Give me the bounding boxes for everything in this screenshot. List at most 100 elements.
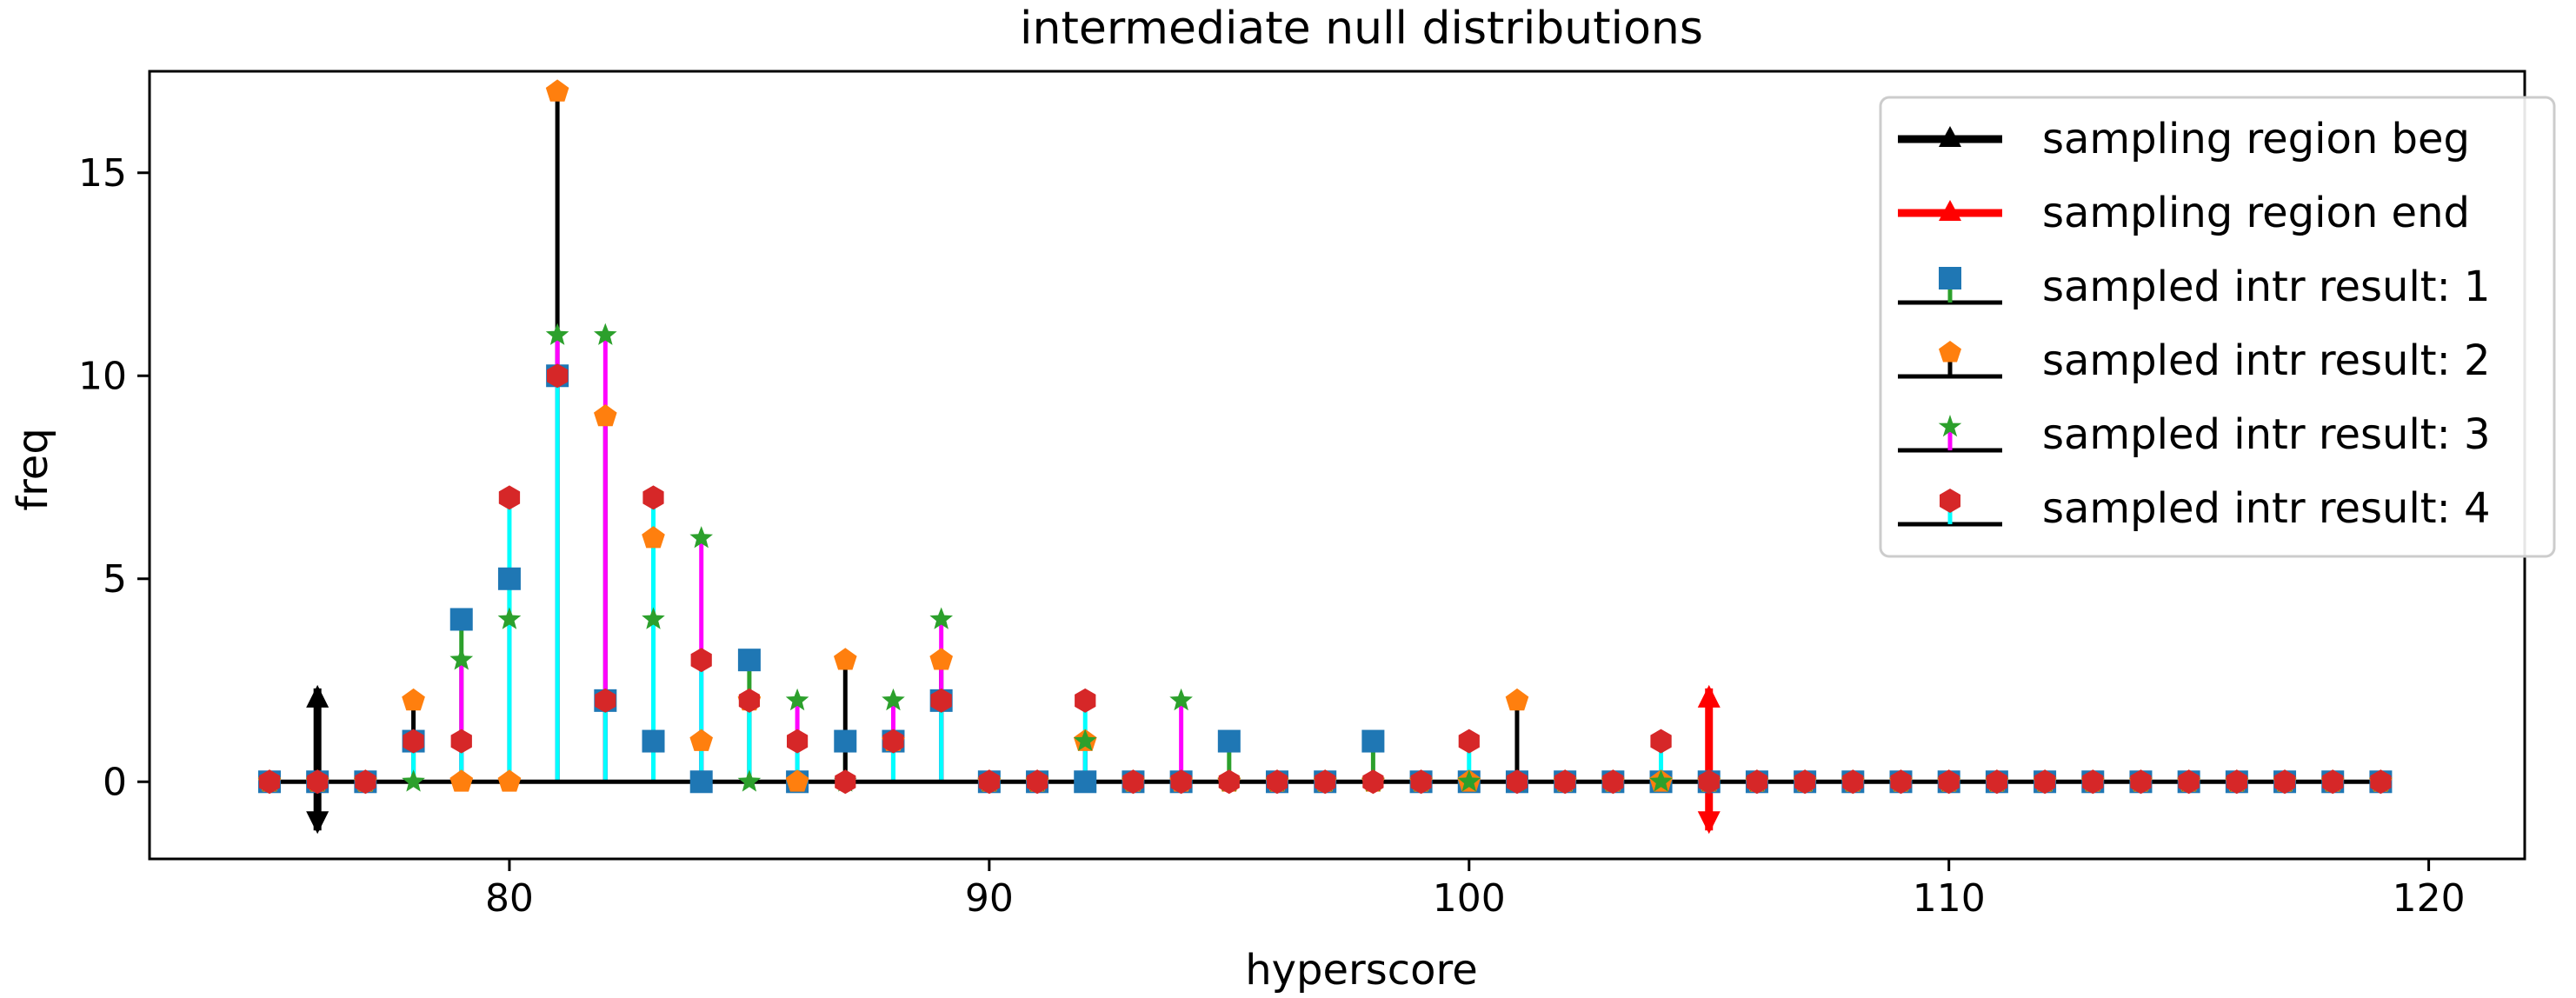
data-point-series-4 xyxy=(2322,769,2344,795)
y-tick-label: 15 xyxy=(78,151,127,196)
legend-star-marker-icon xyxy=(1938,415,1962,437)
data-point-series-1 xyxy=(1217,729,1241,753)
data-point-series-4 xyxy=(547,363,569,389)
data-point-series-4 xyxy=(258,769,281,795)
data-point-series-2 xyxy=(497,769,522,792)
data-point-series-4 xyxy=(1026,769,1048,795)
data-point-series-1 xyxy=(1361,729,1385,753)
data-point-series-4 xyxy=(595,688,616,713)
y-tick-label: 5 xyxy=(103,557,127,602)
legend-hexagon-marker-icon xyxy=(1940,489,1960,513)
legend-label: sampled intr result: 4 xyxy=(2042,484,2491,533)
data-point-series-4 xyxy=(1650,729,1672,754)
data-point-series-4 xyxy=(1842,769,1864,795)
chart-title: intermediate null distributions xyxy=(1020,3,1703,55)
data-point-series-4 xyxy=(498,485,521,510)
legend-entry-series-2: sampled intr result: 2 xyxy=(1898,336,2491,385)
data-point-series-1 xyxy=(834,729,857,753)
data-point-series-4 xyxy=(1698,769,1720,795)
data-point-series-4 xyxy=(642,485,664,510)
data-point-series-4 xyxy=(1458,729,1480,754)
data-point-series-2 xyxy=(785,769,809,792)
data-point-series-4 xyxy=(1746,769,1768,795)
data-point-series-3 xyxy=(689,526,713,549)
data-point-series-4 xyxy=(882,729,904,754)
data-point-series-4 xyxy=(690,648,712,673)
data-point-series-4 xyxy=(1410,769,1432,795)
data-point-series-4 xyxy=(1506,769,1528,795)
data-point-series-4 xyxy=(450,729,472,754)
data-point-series-4 xyxy=(1170,769,1192,795)
data-point-series-2 xyxy=(594,404,617,427)
data-point-series-4 xyxy=(1122,769,1144,795)
data-point-series-4 xyxy=(2082,769,2104,795)
data-point-series-2 xyxy=(642,526,665,549)
data-point-series-4 xyxy=(1218,769,1240,795)
data-point-series-3 xyxy=(402,769,425,792)
region-marker-bottom-triangle-end xyxy=(1697,811,1721,835)
data-point-series-4 xyxy=(1554,769,1576,795)
data-point-series-4 xyxy=(1362,769,1384,795)
data-point-series-1 xyxy=(449,608,473,631)
legend-entry-sampling-region-end: sampling region end xyxy=(1898,189,2470,237)
data-point-series-3 xyxy=(1169,688,1193,711)
legend-box xyxy=(1879,96,2556,558)
data-point-series-2 xyxy=(449,769,474,792)
data-point-series-1 xyxy=(689,770,713,794)
data-point-series-4 xyxy=(2034,769,2056,795)
data-point-series-3 xyxy=(594,323,617,345)
data-point-series-2 xyxy=(689,729,713,751)
data-point-series-3 xyxy=(497,607,522,629)
y-tick-label: 10 xyxy=(78,354,127,398)
legend-entry-series-3: sampled intr result: 3 xyxy=(1898,410,2491,459)
data-point-series-4 xyxy=(307,769,329,795)
data-point-series-2 xyxy=(834,648,857,670)
data-point-series-3 xyxy=(929,607,953,629)
data-point-series-4 xyxy=(978,769,1000,795)
data-point-series-3 xyxy=(1457,769,1481,792)
region-marker-bottom-triangle-beg xyxy=(306,811,329,835)
data-point-series-4 xyxy=(2178,769,2200,795)
legend-square-marker-icon xyxy=(1939,267,1961,289)
x-tick-label: 80 xyxy=(485,876,534,921)
data-point-series-4 xyxy=(2226,769,2247,795)
data-point-series-4 xyxy=(1938,769,1960,795)
x-tick-label: 110 xyxy=(1913,876,1986,921)
legend-entry-sampling-region-beg: sampling region beg xyxy=(1898,115,2470,163)
data-point-series-1 xyxy=(737,649,761,672)
data-point-series-3 xyxy=(882,688,905,711)
legend-label: sampling region end xyxy=(2042,189,2470,237)
legend-label: sampled intr result: 3 xyxy=(2042,410,2491,459)
y-tick-label: 0 xyxy=(103,760,127,804)
legend: sampling region beg sampling region end … xyxy=(1879,96,2556,558)
data-point-series-3 xyxy=(1649,769,1673,792)
data-point-series-3 xyxy=(737,769,762,792)
data-point-series-2 xyxy=(1505,688,1529,711)
data-point-series-3 xyxy=(1073,729,1097,751)
data-point-series-3 xyxy=(449,648,474,670)
data-point-series-4 xyxy=(738,688,760,713)
legend-label: sampled intr result: 1 xyxy=(2042,263,2491,311)
data-point-series-1 xyxy=(497,567,521,590)
region-marker-top-triangle-end xyxy=(1697,684,1721,708)
data-point-series-4 xyxy=(1315,769,1336,795)
x-tick-label: 90 xyxy=(965,876,1014,921)
plot-area xyxy=(257,79,2393,835)
legend-label: sampled intr result: 2 xyxy=(2042,336,2491,385)
data-point-series-4 xyxy=(835,769,856,795)
data-point-series-4 xyxy=(1794,769,1816,795)
data-point-series-1 xyxy=(642,729,665,753)
data-point-series-4 xyxy=(2273,769,2296,795)
data-point-series-4 xyxy=(787,729,809,754)
data-point-series-4 xyxy=(403,729,424,754)
data-point-series-3 xyxy=(642,607,665,629)
region-marker-top-triangle-beg xyxy=(306,684,329,708)
data-point-series-4 xyxy=(1602,769,1624,795)
legend-entry-series-4: sampled intr result: 4 xyxy=(1898,484,2491,533)
data-point-series-4 xyxy=(1890,769,1912,795)
data-point-series-2 xyxy=(929,648,953,670)
data-point-series-4 xyxy=(1986,769,2007,795)
data-point-series-3 xyxy=(545,323,569,345)
legend-triangle-up-icon xyxy=(1939,126,1961,147)
